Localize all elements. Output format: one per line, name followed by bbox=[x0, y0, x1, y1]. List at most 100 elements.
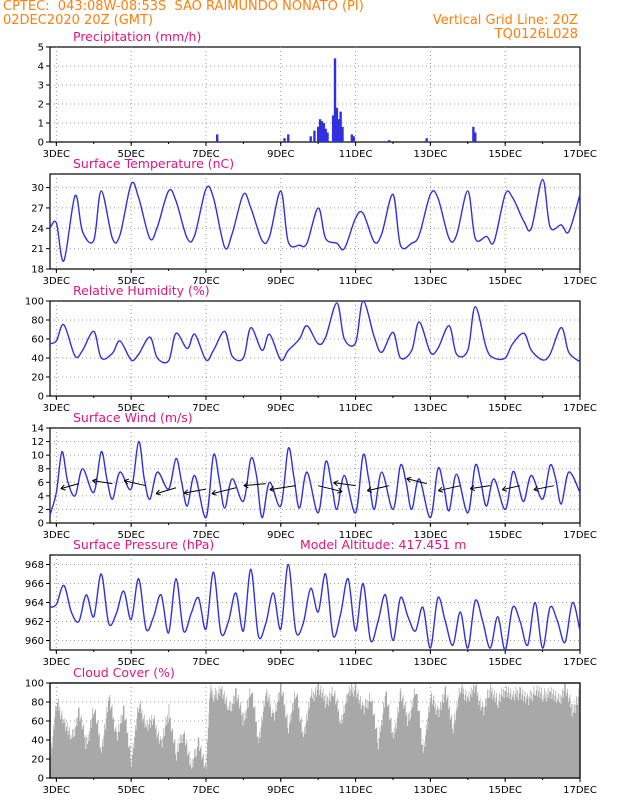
y-tick-label: 5 bbox=[38, 43, 44, 54]
y-tick-label: 40 bbox=[31, 354, 44, 365]
precip-bar bbox=[425, 138, 428, 142]
wind-arrow-head bbox=[406, 476, 412, 483]
wind-arrow-head bbox=[437, 486, 444, 493]
panel-5: 0 20 40 60 80 100 3DEC 5DEC 7DEC 9DEC 11DEC 13DEC 15… bbox=[25, 665, 597, 796]
precip-bar bbox=[326, 132, 329, 142]
wind-arrow-head bbox=[333, 480, 339, 487]
x-tick-label: 17DEC bbox=[563, 530, 597, 541]
x-tick-label: 15DEC bbox=[488, 530, 522, 541]
y-tick-label: 18 bbox=[31, 265, 44, 276]
x-tick-label: 7DEC bbox=[192, 530, 219, 541]
panel-title: Surface Temperature (nC) bbox=[73, 156, 234, 171]
y-tick-label: 12 bbox=[31, 437, 44, 448]
panel-4: 960 962 964 966 968 3DEC 5DEC 7DEC 9DEC 11DEC 13DE… bbox=[25, 537, 597, 668]
plot-frame bbox=[49, 427, 581, 524]
x-tick-label: 9DEC bbox=[267, 657, 294, 668]
panel-title: Surface Pressure (hPa) bbox=[73, 537, 214, 552]
x-tick-label: 15DEC bbox=[488, 403, 522, 414]
plot-frame bbox=[49, 173, 581, 270]
wind-arrow bbox=[318, 485, 343, 493]
panel-0: 0 1 2 3 4 5 3DEC 5DEC 7DEC 9DEC 11DEC 13DEC 15DEC 17D… bbox=[38, 29, 597, 160]
precip-bar bbox=[331, 115, 335, 142]
plot-frame bbox=[49, 46, 581, 143]
wind-arrow-head bbox=[211, 489, 217, 496]
x-tick-label: 9DEC bbox=[267, 785, 294, 796]
wind-arrow-head bbox=[501, 485, 508, 492]
x-tick-label: 3DEC bbox=[43, 149, 70, 160]
precip-bar bbox=[388, 140, 391, 142]
wind-arrow-head bbox=[337, 487, 343, 494]
y-tick-label: 2 bbox=[38, 100, 44, 111]
y-tick-label: 8 bbox=[38, 464, 44, 475]
wind-arrow bbox=[243, 483, 266, 487]
y-tick-label: 960 bbox=[25, 636, 44, 647]
wind-arrow-head bbox=[92, 478, 98, 485]
x-tick-label: 11DEC bbox=[339, 403, 373, 414]
precip-bar bbox=[337, 119, 340, 142]
y-tick-label: 0 bbox=[38, 138, 44, 149]
chart-header: CPTEC: 043:08W-08:53S SAO RAIMUNDO NONAT… bbox=[0, 0, 618, 46]
x-tick-label: 13DEC bbox=[414, 785, 448, 796]
y-tick-label: 964 bbox=[25, 598, 44, 609]
y-tick-label: 4 bbox=[38, 62, 44, 73]
x-tick-label: 15DEC bbox=[488, 276, 522, 287]
y-tick-label: 30 bbox=[31, 183, 44, 194]
y-tick-label: 3 bbox=[38, 81, 44, 92]
wind-arrow-head bbox=[533, 485, 539, 492]
wind-arrow bbox=[333, 482, 356, 487]
y-tick-label: 100 bbox=[25, 297, 44, 308]
x-tick-label: 13DEC bbox=[414, 657, 448, 668]
y-tick-label: 80 bbox=[31, 316, 44, 327]
y-tick-label: 0 bbox=[38, 774, 44, 785]
x-tick-label: 15DEC bbox=[488, 149, 522, 160]
wind-arrow bbox=[406, 478, 427, 485]
x-tick-label: 7DEC bbox=[192, 149, 219, 160]
precip-bar bbox=[283, 138, 286, 142]
x-tick-label: 5DEC bbox=[117, 530, 144, 541]
x-tick-label: 9DEC bbox=[267, 149, 294, 160]
x-tick-label: 11DEC bbox=[339, 530, 373, 541]
x-tick-label: 13DEC bbox=[414, 276, 448, 287]
precip-bar bbox=[316, 126, 320, 142]
wind-arrow-head bbox=[60, 484, 66, 491]
panel-title: Relative Humidity (%) bbox=[73, 283, 210, 298]
x-tick-label: 15DEC bbox=[488, 785, 522, 796]
wind-arrow bbox=[124, 480, 147, 487]
panel-3: 0 2 4 6 8 10 12 14 3DEC 5DEC 7DEC 9DEC 11DEC 13DEC 15D… bbox=[31, 410, 597, 541]
wind-arrow bbox=[60, 483, 79, 490]
x-tick-label: 5DEC bbox=[117, 149, 144, 160]
precip-bar bbox=[333, 58, 337, 142]
x-tick-label: 9DEC bbox=[267, 403, 294, 414]
x-tick-label: 13DEC bbox=[414, 149, 448, 160]
x-tick-label: 17DEC bbox=[563, 149, 597, 160]
x-tick-label: 5DEC bbox=[117, 276, 144, 287]
x-tick-label: 3DEC bbox=[43, 403, 70, 414]
precip-bar bbox=[320, 121, 324, 142]
wind-arrow bbox=[502, 485, 521, 491]
y-tick-label: 0 bbox=[38, 392, 44, 403]
y-tick-label: 80 bbox=[31, 698, 44, 709]
wind-arrow-head bbox=[123, 478, 130, 485]
model-id: TQ0126L028 bbox=[494, 27, 578, 42]
wind-arrow-head bbox=[269, 486, 275, 493]
x-tick-label: 7DEC bbox=[192, 276, 219, 287]
precip-bar bbox=[352, 136, 355, 142]
y-tick-label: 20 bbox=[31, 373, 44, 384]
y-tick-label: 966 bbox=[25, 579, 44, 590]
precip-bar bbox=[474, 132, 477, 142]
wind-arrow bbox=[211, 487, 237, 495]
x-tick-label: 3DEC bbox=[43, 530, 70, 541]
series-line bbox=[49, 178, 581, 262]
y-tick-label: 24 bbox=[31, 224, 44, 235]
plot-frame-top bbox=[49, 682, 581, 779]
x-tick-label: 11DEC bbox=[339, 657, 373, 668]
wind-arrow-head bbox=[183, 489, 189, 496]
x-tick-label: 7DEC bbox=[192, 657, 219, 668]
y-tick-label: 10 bbox=[31, 451, 44, 462]
y-tick-label: 962 bbox=[25, 617, 44, 628]
wind-arrow-head bbox=[155, 489, 162, 496]
x-tick-label: 17DEC bbox=[563, 276, 597, 287]
x-tick-label: 17DEC bbox=[563, 403, 597, 414]
wind-arrow bbox=[155, 487, 177, 495]
